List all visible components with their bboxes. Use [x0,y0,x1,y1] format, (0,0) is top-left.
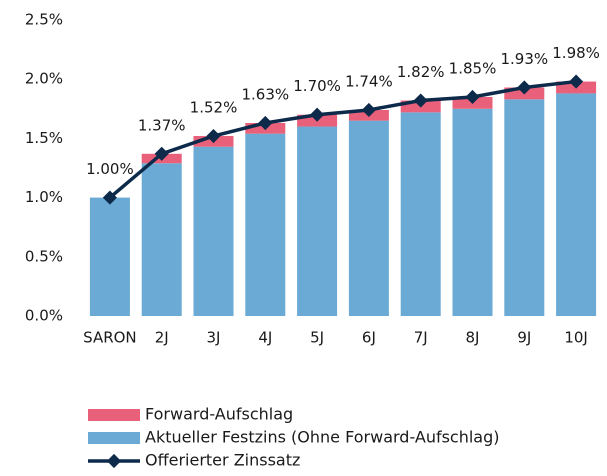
y-tick-label: 1.0% [25,188,63,206]
x-tick-label: 6J [362,329,376,347]
y-tick-label: 0.0% [25,307,63,325]
line-marker [206,128,221,144]
data-label: 1.85% [449,59,497,77]
data-label: 1.93% [500,50,548,68]
data-label: 1.00% [86,160,134,178]
bar [89,197,130,316]
legend-label: Forward-Aufschlag [145,405,293,424]
line-marker [258,115,273,131]
line-marker [361,102,376,118]
x-tick-label: SARON [83,329,137,347]
data-label: 1.82% [397,63,445,81]
data-label: 1.70% [293,77,341,95]
x-tick-label: 9J [517,329,531,347]
legend-swatch [106,453,122,469]
line [108,79,577,199]
legend-label: Offerierter Zinssatz [145,451,300,470]
data-label: 1.52% [190,99,238,117]
bar [193,146,234,316]
line-marker [310,107,325,122]
bar [348,120,389,316]
bar [297,126,338,316]
x-tick-label: 10J [564,329,588,347]
bar [452,108,493,316]
bar [504,99,545,316]
data-label: 1.98% [552,44,600,62]
legend-swatch [88,432,140,444]
line-marker [569,74,584,89]
y-tick-label: 1.5% [25,129,63,147]
legend: Forward-Aufschlag Aktueller Festzins (Ohn… [88,405,500,470]
x-tick-label: 3J [207,329,221,347]
x-tick-label: 7J [414,329,428,347]
y-tick-label: 2.5% [25,11,63,29]
bar [556,93,597,317]
data-label: 1.37% [138,116,186,134]
x-tick-label: 8J [466,329,480,347]
x-tick-label: 5J [310,329,324,347]
line-marker [154,146,169,161]
bar [141,163,182,316]
x-tick-label: 4J [258,329,272,347]
bar [400,112,441,317]
line-marker [413,93,428,108]
legend-swatch [88,409,140,421]
data-label: 1.63% [241,86,289,104]
y-tick-label: 0.5% [25,247,63,265]
bar [245,133,286,316]
line-marker [517,80,532,95]
line-marker [465,89,480,105]
x-tick-label: 2J [155,329,169,347]
y-tick-label: 2.0% [25,70,63,88]
legend-label: Aktueller Festzins (Ohne Forward-Aufschl… [145,428,500,447]
data-label: 1.74% [345,72,393,90]
